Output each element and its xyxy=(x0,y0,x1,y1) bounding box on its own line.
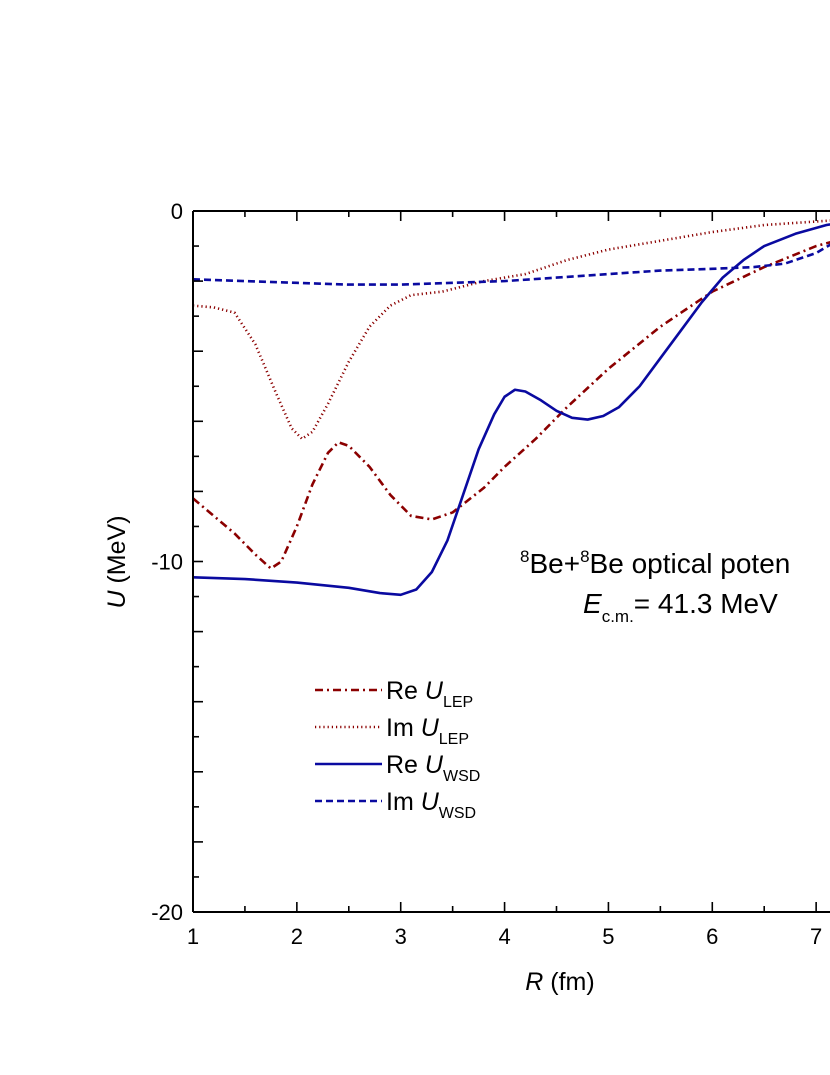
legend-label-2: Im ULEP xyxy=(386,714,469,748)
legend-label-3: Re UWSD xyxy=(386,751,480,785)
legend-symbol: U xyxy=(421,714,440,742)
y-tick-label: -10 xyxy=(151,550,183,575)
x-axis-unit: (fm) xyxy=(543,968,594,996)
ticks xyxy=(192,210,817,913)
legend-symbol: U xyxy=(421,788,440,816)
annotation-part-1: Be+ xyxy=(529,548,580,579)
annotation-rest: = 41.3 MeV xyxy=(634,588,778,619)
x-axis-symbol: R xyxy=(525,968,543,996)
series-line-3 xyxy=(193,223,830,597)
y-axis-title: U (MeV) xyxy=(103,515,131,608)
x-tick-label: 6 xyxy=(706,924,718,949)
annotation-sup-1: 8 xyxy=(520,547,529,566)
x-tick-label: 1 xyxy=(187,924,199,949)
legend-subscript: WSD xyxy=(439,805,476,822)
series-line-1 xyxy=(193,240,830,570)
x-tick-label: 5 xyxy=(602,924,614,949)
series-line-4 xyxy=(193,243,830,286)
annotation-sup-2: 8 xyxy=(580,547,589,566)
x-axis-title: R (fm) xyxy=(525,968,594,996)
legend-prefix: Re xyxy=(386,751,425,779)
y-axis-symbol: U xyxy=(103,590,131,609)
annotation-sub: c.m. xyxy=(602,607,634,626)
annotation-line-1: 8Be+8Be optical poten xyxy=(520,547,790,579)
legend-symbol: U xyxy=(425,677,444,705)
tick-labels: 1 2 3 4 5 6 7 8 0 -10 -20 xyxy=(151,199,822,949)
legend-subscript: WSD xyxy=(443,768,480,785)
y-tick-label: 0 xyxy=(171,199,183,224)
plot-lines xyxy=(193,219,830,597)
legend-subscript: LEP xyxy=(443,694,473,711)
x-tick-label: 3 xyxy=(395,924,407,949)
y-tick-label: -20 xyxy=(151,900,183,925)
legend-symbol: U xyxy=(425,751,444,779)
legend-prefix: Re xyxy=(386,677,425,705)
x-tick-label: 2 xyxy=(291,924,303,949)
annotation-line-2: Ec.m.= 41.3 MeV xyxy=(583,588,778,626)
legend-prefix: Im xyxy=(386,714,421,742)
legend-prefix: Im xyxy=(386,788,421,816)
y-axis-unit: (MeV) xyxy=(103,515,131,590)
annotation-part-2: Be optical poten xyxy=(590,548,791,579)
legend-label-4: Im UWSD xyxy=(386,788,476,822)
x-tick-label: 7 xyxy=(810,924,822,949)
annotation-symbol: E xyxy=(583,588,602,619)
x-tick-label: 4 xyxy=(498,924,510,949)
series-line-2 xyxy=(193,219,830,441)
legend-label-1: Re ULEP xyxy=(386,677,473,711)
legend-subscript: LEP xyxy=(439,731,469,748)
